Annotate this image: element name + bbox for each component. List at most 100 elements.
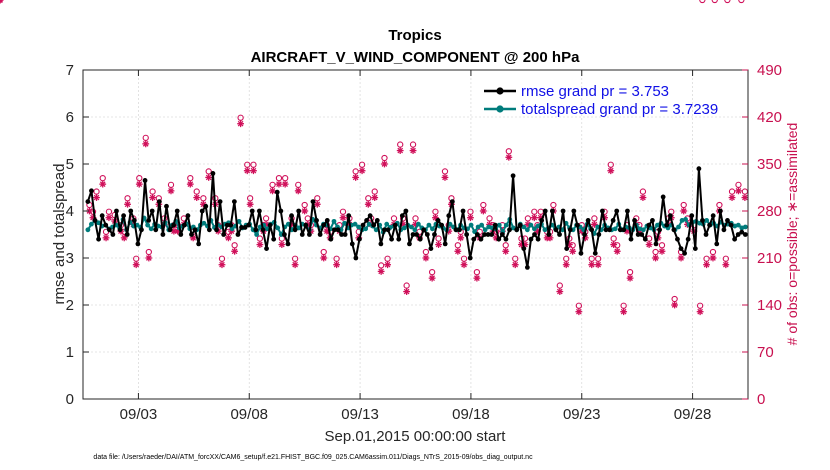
obs-assimilated-stroke: [136, 181, 143, 187]
obs-assimilated-stroke: [225, 235, 232, 241]
obs-assimilated-marker: [457, 234, 465, 242]
obs-possible-marker: [381, 154, 388, 162]
series-point: [342, 232, 348, 237]
obs-assimilated-stroke: [278, 241, 285, 248]
series-point: [696, 166, 702, 172]
obs-assimilated-marker: [658, 247, 666, 255]
series-point: [603, 227, 609, 233]
obs-possible-marker: [275, 174, 283, 182]
series-point: [496, 222, 502, 228]
series-point: [210, 171, 216, 176]
series-point: [717, 208, 723, 214]
obs-assimilated-marker: [502, 247, 510, 255]
series-point: [700, 218, 705, 223]
obs-assimilated-stroke: [168, 188, 174, 194]
obs-assimilated-marker: [505, 153, 513, 161]
y-tick-label: 5: [66, 156, 74, 173]
obs-assimilated-stroke: [735, 188, 742, 194]
series-point: [503, 222, 509, 228]
series-point: [667, 213, 673, 219]
series-point: [560, 208, 566, 214]
obs-possible-marker: [607, 161, 614, 168]
obs-assimilated-marker: [358, 167, 366, 175]
series-point: [607, 227, 612, 233]
obs-assimilated-stroke: [171, 228, 177, 234]
obs-possible-marker: [193, 188, 200, 195]
series-point: [156, 199, 162, 205]
obs-assimilated-stroke: [0, 0, 3, 3]
obs-assimilated-marker: [594, 261, 602, 269]
series-point: [442, 241, 448, 247]
obs-assimilated-stroke: [435, 241, 442, 248]
series-point: [153, 227, 159, 233]
chart-title: Tropics: [388, 27, 441, 44]
obs-assimilated-marker: [231, 247, 239, 255]
obs-assimilated-stroke: [142, 141, 149, 147]
series-point: [432, 232, 437, 237]
obs-assimilated-marker: [511, 261, 519, 269]
series-point: [642, 236, 648, 242]
obs-assimilated-stroke: [99, 181, 106, 187]
obs-possible-marker: [703, 255, 710, 262]
obs-possible-marker: [556, 282, 563, 289]
obs-assimilated-marker: [320, 254, 328, 262]
series-point: [542, 208, 548, 214]
series-point: [683, 217, 688, 222]
obs-assimilated-marker: [102, 234, 110, 242]
obs-assimilated-stroke: [652, 255, 659, 261]
obs-assimilated-marker: [352, 174, 360, 181]
series-point: [235, 232, 241, 237]
obs-assimilated-stroke: [145, 255, 152, 261]
obs-assimilated-marker: [680, 207, 688, 215]
series-point: [110, 232, 116, 237]
series-point: [415, 221, 421, 227]
obs-possible-marker: [531, 208, 538, 215]
y-right-tick-label: 210: [757, 250, 782, 267]
obs-assimilated-marker: [613, 247, 621, 255]
series-point: [239, 225, 244, 230]
obs-assimilated-marker: [428, 274, 436, 282]
obs-assimilated-stroke: [640, 194, 646, 201]
obs-possible-marker: [652, 248, 659, 256]
x-axis-ticks: 09/03 09/08 09/13 09/18 09/23 09/28: [120, 70, 712, 423]
series-point: [685, 236, 691, 242]
obs-assimilated-stroke: [563, 261, 570, 268]
y-tick-label: 3: [66, 250, 74, 267]
obs-assimilated-stroke: [276, 181, 282, 187]
series-point: [468, 222, 474, 228]
obs-assimilated-marker: [225, 234, 232, 242]
obs-assimilated-marker: [588, 261, 596, 269]
obs-assimilated-marker: [205, 174, 213, 181]
obs-assimilated-marker: [610, 241, 618, 248]
obs-assimilated-stroke: [627, 275, 633, 281]
obs-assimilated-marker: [728, 194, 736, 201]
series-point: [256, 208, 262, 214]
obs-possible-marker: [371, 188, 378, 195]
obs-assimilated-marker: [384, 261, 391, 269]
obs-assimilated-marker: [422, 254, 430, 262]
obs-possible-marker: [563, 255, 570, 262]
series-point: [148, 226, 154, 232]
series-point: [275, 225, 281, 231]
series-point: [517, 222, 523, 228]
series-point: [410, 232, 416, 237]
obs-assimilated-marker: [135, 180, 143, 188]
series-point: [196, 241, 202, 247]
obs-assimilated-marker: [569, 247, 577, 255]
obs-assimilated-marker: [291, 261, 299, 269]
series-point: [249, 208, 255, 214]
obs-assimilated-stroke: [93, 194, 100, 201]
series-point: [317, 232, 323, 237]
obs-assimilated-stroke: [467, 214, 474, 221]
x-tick-label: 09/28: [674, 406, 712, 423]
obs-assimilated-marker: [562, 261, 570, 269]
obs-assimilated-stroke: [244, 167, 251, 174]
obs-assimilated-stroke: [237, 120, 244, 127]
series-point: [92, 218, 98, 223]
x-tick-label: 09/08: [230, 406, 268, 423]
series-point: [635, 232, 641, 237]
series-point: [546, 232, 552, 237]
series-point: [85, 227, 91, 233]
obs-assimilated-stroke: [429, 275, 435, 281]
series-point: [260, 227, 266, 233]
